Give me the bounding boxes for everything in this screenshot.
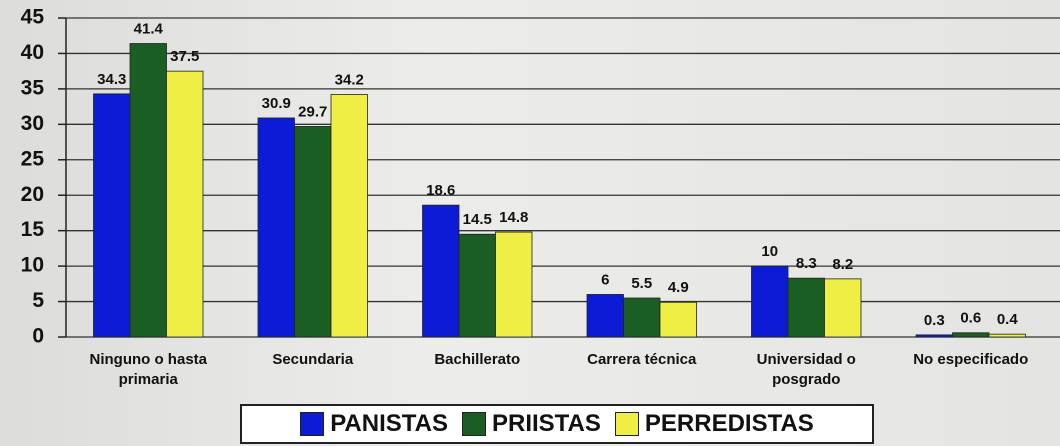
- bar: [257, 117, 295, 338]
- bar: [952, 332, 990, 338]
- data-label: 29.7: [298, 103, 327, 120]
- y-tick-label: 0: [32, 325, 44, 348]
- legend-item: PERREDISTAS: [614, 410, 814, 438]
- bar: [751, 265, 789, 338]
- data-label: 5.5: [631, 275, 652, 292]
- bar: [458, 233, 496, 338]
- data-label: 8.2: [832, 256, 853, 273]
- legend-item: PANISTAS: [300, 410, 448, 438]
- bar: [166, 70, 204, 338]
- data-label: 4.9: [668, 279, 689, 296]
- x-tick-label: Secundaria: [272, 351, 354, 368]
- legend-swatch: [300, 412, 325, 436]
- y-tick-label: 40: [21, 41, 44, 64]
- legend: PANISTAS PRIISTAS PERREDISTAS: [240, 404, 874, 444]
- bar: [623, 297, 661, 338]
- legend-swatch: [614, 412, 639, 436]
- data-label: 34.2: [335, 72, 364, 89]
- bar: [915, 334, 953, 338]
- bar: [659, 301, 697, 338]
- bar: [988, 333, 1026, 338]
- y-tick-label: 30: [21, 112, 44, 135]
- data-label: 10: [761, 243, 778, 260]
- bar: [330, 94, 368, 338]
- x-tick-label: Bachillerato: [434, 351, 521, 368]
- data-label: 30.9: [262, 95, 291, 112]
- x-tick-label: Ninguno o hasta primaria: [89, 351, 208, 388]
- bar: [787, 277, 825, 338]
- legend-label: PRIISTAS: [491, 410, 601, 437]
- data-label: 0.3: [924, 312, 945, 329]
- y-tick-label: 45: [21, 6, 45, 29]
- x-tick-label: Universidad o posgrado: [756, 351, 856, 388]
- bar: [586, 294, 624, 338]
- y-tick-label: 35: [21, 76, 45, 99]
- data-label: 14.5: [463, 211, 492, 228]
- data-label: 41.4: [134, 20, 164, 37]
- bar: [824, 278, 862, 338]
- legend-label: PANISTAS: [330, 410, 448, 437]
- y-tick-label: 15: [21, 218, 45, 241]
- bar: [93, 93, 131, 338]
- data-label: 6: [601, 271, 609, 288]
- data-label: 34.3: [97, 71, 126, 88]
- data-label: 37.5: [170, 48, 199, 65]
- data-label: 14.8: [499, 209, 528, 226]
- y-tick-label: 25: [21, 147, 45, 170]
- bar: [294, 126, 332, 338]
- x-tick-label: Carrera técnica: [587, 351, 697, 368]
- bar: [495, 231, 533, 338]
- bar: [129, 43, 167, 338]
- data-label: 8.3: [796, 255, 817, 272]
- y-tick-label: 20: [21, 183, 44, 206]
- y-tick-label: 10: [21, 254, 44, 277]
- legend-label: PERREDISTAS: [644, 410, 814, 437]
- legend-item: PRIISTAS: [461, 410, 601, 438]
- data-label: 18.6: [426, 182, 455, 199]
- x-tick-label: No especificado: [913, 351, 1029, 368]
- data-label: 0.4: [997, 311, 1019, 328]
- bar: [422, 204, 460, 338]
- legend-swatch: [461, 412, 486, 436]
- y-tick-label: 5: [32, 289, 44, 312]
- data-label: 0.6: [960, 310, 981, 327]
